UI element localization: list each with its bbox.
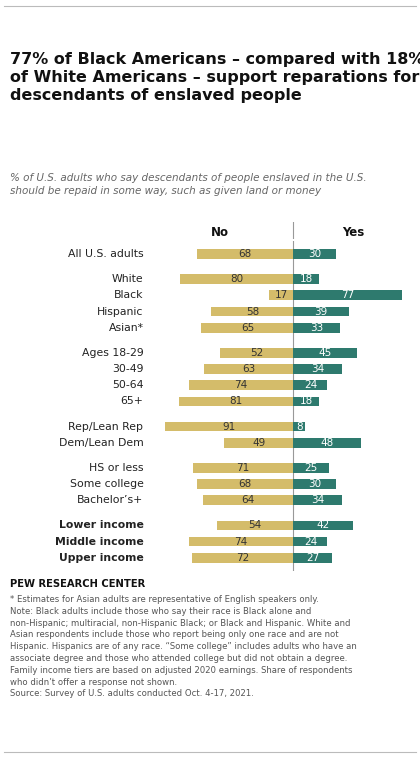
Bar bbox=[294, 323, 340, 333]
Bar bbox=[294, 463, 329, 473]
Text: Some college: Some college bbox=[70, 479, 144, 489]
Text: 18: 18 bbox=[299, 396, 313, 406]
Text: 65+: 65+ bbox=[121, 396, 144, 406]
Text: Hispanic: Hispanic bbox=[97, 306, 144, 317]
Text: All U.S. adults: All U.S. adults bbox=[68, 249, 144, 259]
Text: 71: 71 bbox=[236, 463, 250, 473]
Text: 72: 72 bbox=[236, 553, 249, 562]
Text: Middle income: Middle income bbox=[55, 537, 144, 547]
Text: 58: 58 bbox=[246, 306, 259, 317]
Text: 50-64: 50-64 bbox=[112, 381, 144, 390]
Text: % of U.S. adults who say descendants of people enslaved in the U.S.
should be re: % of U.S. adults who say descendants of … bbox=[10, 173, 367, 196]
Text: Asian*: Asian* bbox=[108, 323, 144, 333]
Text: 33: 33 bbox=[310, 323, 323, 333]
Bar bbox=[197, 249, 294, 259]
Bar bbox=[224, 438, 294, 448]
Text: White: White bbox=[112, 274, 144, 284]
Text: 91: 91 bbox=[223, 421, 236, 431]
Bar bbox=[180, 274, 294, 284]
Text: 68: 68 bbox=[239, 249, 252, 259]
Bar bbox=[294, 496, 341, 505]
Text: 77% of Black Americans – compared with 18%
of White Americans – support reparati: 77% of Black Americans – compared with 1… bbox=[10, 52, 420, 102]
Text: 18: 18 bbox=[299, 274, 313, 284]
Text: 39: 39 bbox=[315, 306, 328, 317]
Text: HS or less: HS or less bbox=[89, 463, 144, 473]
Bar bbox=[294, 290, 402, 300]
Bar bbox=[189, 537, 294, 547]
Text: 80: 80 bbox=[230, 274, 244, 284]
Text: 30: 30 bbox=[308, 249, 321, 259]
Bar bbox=[294, 479, 336, 489]
Text: 27: 27 bbox=[306, 553, 319, 562]
Text: 77: 77 bbox=[341, 290, 354, 300]
Bar bbox=[294, 249, 336, 259]
Text: 34: 34 bbox=[311, 495, 324, 506]
Text: 68: 68 bbox=[239, 479, 252, 489]
Text: 30-49: 30-49 bbox=[112, 364, 144, 374]
Bar bbox=[193, 463, 294, 473]
Text: 74: 74 bbox=[234, 537, 248, 547]
Text: 63: 63 bbox=[242, 364, 255, 374]
Text: 65: 65 bbox=[241, 323, 254, 333]
Bar bbox=[217, 521, 294, 531]
Bar bbox=[197, 479, 294, 489]
Text: 42: 42 bbox=[317, 521, 330, 531]
Bar bbox=[294, 521, 353, 531]
Text: 8: 8 bbox=[296, 421, 302, 431]
Text: 49: 49 bbox=[252, 438, 265, 448]
Bar bbox=[294, 553, 332, 562]
Text: Lower income: Lower income bbox=[59, 521, 144, 531]
Text: 81: 81 bbox=[229, 396, 243, 406]
Bar bbox=[211, 307, 294, 316]
Bar bbox=[294, 307, 349, 316]
Text: PEW RESEARCH CENTER: PEW RESEARCH CENTER bbox=[10, 579, 146, 589]
Text: Ages 18-29: Ages 18-29 bbox=[82, 348, 144, 358]
Bar bbox=[202, 323, 294, 333]
Bar bbox=[294, 381, 328, 390]
Bar bbox=[294, 438, 361, 448]
Bar bbox=[294, 396, 319, 406]
Bar bbox=[294, 364, 341, 374]
Bar bbox=[220, 348, 294, 358]
Text: 74: 74 bbox=[234, 381, 248, 390]
Bar bbox=[294, 348, 357, 358]
Bar bbox=[189, 381, 294, 390]
Text: Rep/Lean Rep: Rep/Lean Rep bbox=[68, 421, 144, 431]
Text: 45: 45 bbox=[319, 348, 332, 358]
Text: 64: 64 bbox=[241, 495, 255, 506]
Text: Bachelor’s+: Bachelor’s+ bbox=[77, 495, 144, 506]
Text: 24: 24 bbox=[304, 381, 317, 390]
Text: Black: Black bbox=[114, 290, 144, 300]
Text: 54: 54 bbox=[249, 521, 262, 531]
Text: * Estimates for Asian adults are representative of English speakers only.
Note: : * Estimates for Asian adults are represe… bbox=[10, 595, 357, 698]
Text: Upper income: Upper income bbox=[59, 553, 144, 562]
Bar bbox=[165, 421, 294, 431]
Text: 24: 24 bbox=[304, 537, 317, 547]
Text: 25: 25 bbox=[304, 463, 318, 473]
Bar bbox=[192, 553, 294, 562]
Text: 48: 48 bbox=[321, 438, 334, 448]
Text: Yes: Yes bbox=[342, 227, 364, 240]
Text: No: No bbox=[211, 227, 229, 240]
Bar bbox=[203, 496, 294, 505]
Bar bbox=[179, 396, 294, 406]
Bar bbox=[204, 364, 294, 374]
Bar bbox=[294, 421, 305, 431]
Bar bbox=[294, 274, 319, 284]
Bar bbox=[269, 290, 294, 300]
Text: Dem/Lean Dem: Dem/Lean Dem bbox=[59, 438, 144, 448]
Text: 30: 30 bbox=[308, 479, 321, 489]
Text: 52: 52 bbox=[250, 348, 263, 358]
Bar bbox=[294, 537, 328, 547]
Text: 34: 34 bbox=[311, 364, 324, 374]
Text: 17: 17 bbox=[275, 290, 288, 300]
